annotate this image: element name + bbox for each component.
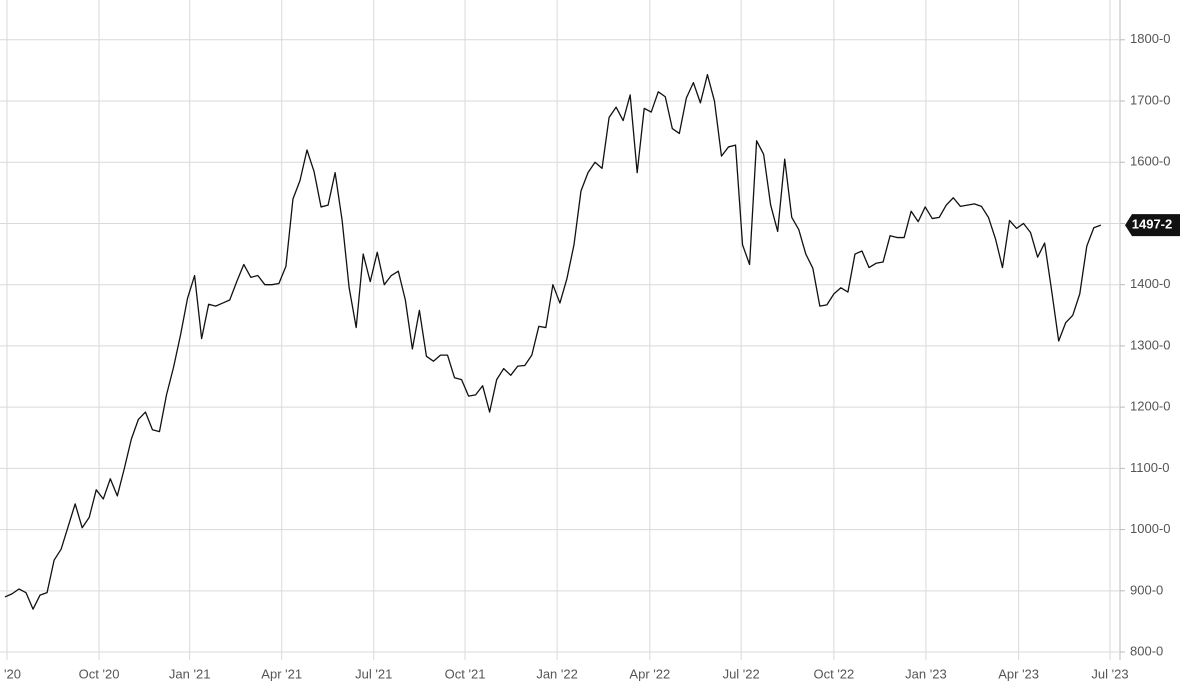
y-tick-label: 800-0 xyxy=(1130,643,1163,658)
x-tick-label: Jan '21 xyxy=(169,666,211,681)
y-tick-label: 1200-0 xyxy=(1130,399,1170,414)
x-tick-label: Jan '23 xyxy=(905,666,947,681)
x-tick-label: Jan '22 xyxy=(536,666,578,681)
y-tick-label: 1700-0 xyxy=(1130,92,1170,107)
y-tick-label: 900-0 xyxy=(1130,582,1163,597)
x-tick-label: Oct '20 xyxy=(79,666,120,681)
y-tick-label: 1100-0 xyxy=(1130,460,1170,475)
y-tick-label: 1400-0 xyxy=(1130,276,1170,291)
x-tick-label: Oct '22 xyxy=(813,666,854,681)
x-tick-label: Jul '22 xyxy=(723,666,760,681)
x-tick-label: Jul '21 xyxy=(355,666,392,681)
y-tick-label: 1300-0 xyxy=(1130,337,1170,352)
x-tick-label: Apr '21 xyxy=(261,666,302,681)
price-line xyxy=(4,74,1102,610)
x-tick-label: Apr '22 xyxy=(629,666,670,681)
last-price-label: 1497-2 xyxy=(1132,217,1172,232)
last-price-tag xyxy=(1125,214,1180,237)
y-tick-label: 1600-0 xyxy=(1130,154,1170,169)
x-tick-label: '20 xyxy=(4,666,21,681)
y-tick-label: 1000-0 xyxy=(1130,521,1170,536)
x-tick-label: Jul '23 xyxy=(1091,666,1128,681)
y-tick-label: 1800-0 xyxy=(1130,31,1170,46)
x-tick-label: Apr '23 xyxy=(998,666,1039,681)
x-tick-label: Oct '21 xyxy=(445,666,486,681)
